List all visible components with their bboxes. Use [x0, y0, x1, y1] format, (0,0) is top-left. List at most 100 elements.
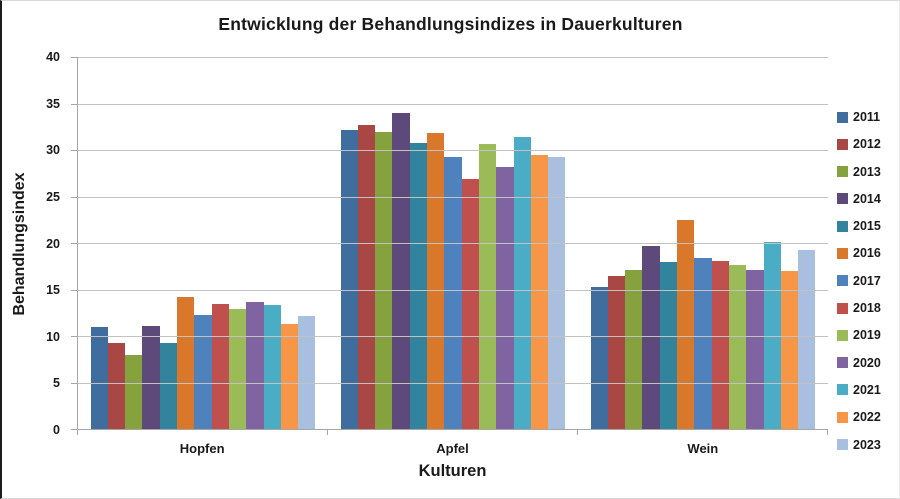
- bar-2019-apfel: [478, 144, 497, 429]
- legend-swatch-icon: [837, 166, 848, 178]
- gridline-15: [78, 289, 828, 291]
- legend-label: 2018: [853, 301, 881, 316]
- legend-swatch-icon: [837, 111, 848, 123]
- bar-2016-apfel: [427, 133, 445, 429]
- legend-swatch-icon: [837, 302, 848, 314]
- legend: 2011 2012 2013 2014 2015 2016 2017 2018 2019 2020…: [837, 110, 899, 466]
- y-label-15: 15: [46, 283, 60, 298]
- y-label-30: 30: [46, 143, 60, 158]
- legend-item-2020: 2020: [837, 355, 899, 370]
- y-label-20: 20: [46, 236, 60, 251]
- y-label-35: 35: [46, 96, 60, 111]
- cat-tick-1: [326, 429, 328, 435]
- category-label-hopfen: Hopfen: [179, 441, 225, 456]
- legend-label: 2014: [853, 191, 881, 206]
- legend-item-2015: 2015: [837, 219, 899, 234]
- bar-2011-hopfen: [90, 326, 108, 429]
- legend-item-2022: 2022: [837, 410, 899, 424]
- bar-2017-apfel: [444, 156, 462, 429]
- bar-2018-apfel: [461, 178, 479, 429]
- y-tick-10: [71, 336, 78, 337]
- bar-2022-wein: [780, 270, 799, 429]
- cat-tick-2: [576, 429, 578, 435]
- bar-group-apfel: [328, 57, 578, 429]
- gridline-35: [78, 103, 828, 105]
- legend-label: 2015: [853, 219, 881, 234]
- legend-swatch-icon: [837, 220, 848, 232]
- bar-2018-wein: [711, 260, 729, 429]
- legend-swatch-icon: [837, 275, 848, 287]
- y-label-5: 5: [53, 376, 60, 391]
- gridline-10: [78, 336, 828, 337]
- bar-2012-apfel: [357, 124, 376, 429]
- legend-swatch-icon: [837, 411, 848, 423]
- bar-2023-wein: [798, 250, 816, 429]
- bar-2013-hopfen: [125, 354, 143, 429]
- legend-swatch-icon: [837, 247, 848, 259]
- bar-2017-hopfen: [194, 314, 212, 429]
- legend-swatch-icon: [837, 329, 848, 341]
- legend-item-2023: 2023: [837, 438, 899, 452]
- cat-tick-0: [77, 429, 78, 435]
- legend-label: 2019: [853, 328, 881, 343]
- y-tick-35: [71, 103, 78, 105]
- y-tick-0: [71, 429, 78, 430]
- bar-2022-hopfen: [280, 323, 299, 429]
- legend-label: 2011: [853, 110, 881, 124]
- legend-label: 2013: [853, 164, 881, 179]
- bar-2019-hopfen: [228, 309, 247, 429]
- bar-2023-apfel: [548, 156, 566, 429]
- legend-item-2017: 2017: [837, 274, 899, 288]
- y-label-0: 0: [53, 423, 60, 437]
- legend-label: 2020: [853, 355, 881, 370]
- bar-2021-hopfen: [263, 305, 281, 429]
- bar-2013-apfel: [375, 132, 393, 429]
- gridline-25: [78, 196, 828, 198]
- bar-2014-wein: [642, 245, 660, 429]
- legend-item-2016: 2016: [837, 246, 899, 261]
- legend-item-2019: 2019: [837, 328, 899, 343]
- bar-2018-hopfen: [211, 304, 229, 429]
- bar-2014-apfel: [392, 112, 410, 429]
- legend-swatch-icon: [837, 193, 848, 205]
- gridline-40: [78, 57, 828, 58]
- bar-2016-hopfen: [177, 296, 195, 429]
- chart-title: Entwicklung der Behandlungsindizes in Da…: [218, 14, 683, 34]
- legend-label: 2012: [853, 137, 881, 152]
- category-label-wein: Wein: [687, 441, 719, 456]
- bar-2021-apfel: [513, 136, 531, 429]
- y-axis-tick-labels: 0 5 10 15 20 25 30 35 40: [2, 50, 68, 437]
- bar-2020-wein: [746, 269, 764, 429]
- gridline-20: [78, 243, 828, 244]
- bar-2012-wein: [607, 276, 626, 429]
- bar-2013-wein: [625, 269, 643, 429]
- x-axis-category-labels: Hopfen Apfel Wein: [77, 441, 828, 456]
- y-tick-15: [71, 289, 78, 291]
- bar-2020-hopfen: [246, 301, 264, 429]
- bar-2023-hopfen: [298, 315, 316, 429]
- legend-item-2014: 2014: [837, 191, 899, 206]
- gridline-5: [78, 382, 828, 384]
- bar-2021-wein: [763, 242, 781, 429]
- legend-item-2021: 2021: [837, 382, 899, 397]
- bar-2011-apfel: [340, 129, 358, 429]
- legend-label: 2016: [853, 246, 881, 261]
- bar-2016-wein: [677, 219, 695, 429]
- bar-2017-wein: [694, 257, 712, 429]
- legend-swatch-icon: [837, 384, 848, 396]
- legend-item-2011: 2011: [837, 110, 899, 124]
- bar-2012-hopfen: [107, 342, 126, 429]
- plot-area: [71, 57, 828, 435]
- legend-swatch-icon: [837, 439, 848, 451]
- legend-label: 2021: [853, 382, 881, 397]
- legend-swatch-icon: [837, 138, 848, 150]
- legend-item-2012: 2012: [837, 137, 899, 152]
- y-tick-30: [71, 150, 78, 151]
- bar-2015-apfel: [409, 142, 428, 429]
- bar-2014-hopfen: [142, 325, 160, 429]
- y-tick-40: [71, 57, 78, 58]
- legend-item-2013: 2013: [837, 164, 899, 179]
- x-axis-title: Kulturen: [418, 462, 487, 480]
- bar-2019-wein: [728, 265, 747, 429]
